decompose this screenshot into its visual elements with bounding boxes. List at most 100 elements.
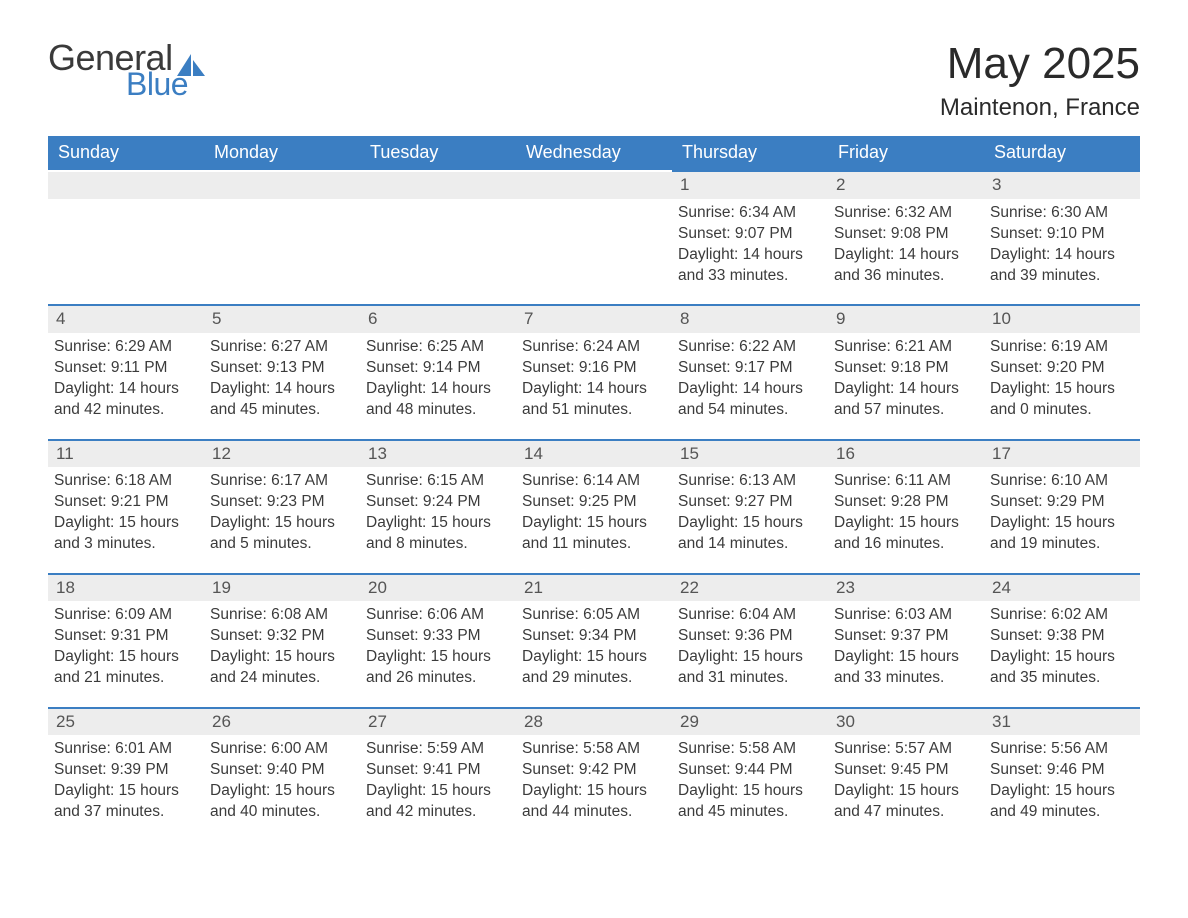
day-body: Sunrise: 6:24 AMSunset: 9:16 PMDaylight:… xyxy=(516,333,672,421)
day-number: 12 xyxy=(204,441,360,467)
page-title: May 2025 xyxy=(940,40,1140,88)
daylight-line-2: and 19 minutes. xyxy=(990,534,1134,555)
day-number: 29 xyxy=(672,709,828,735)
week-row: 1Sunrise: 6:34 AMSunset: 9:07 PMDaylight… xyxy=(48,170,1140,304)
day-body: Sunrise: 6:03 AMSunset: 9:37 PMDaylight:… xyxy=(828,601,984,689)
day-body: Sunrise: 6:19 AMSunset: 9:20 PMDaylight:… xyxy=(984,333,1140,421)
dow-saturday: Saturday xyxy=(984,136,1140,170)
day-number: 10 xyxy=(984,306,1140,332)
daylight-line-1: Daylight: 14 hours xyxy=(54,379,198,400)
day-number: 13 xyxy=(360,441,516,467)
sunset-line: Sunset: 9:24 PM xyxy=(366,492,510,513)
empty-daynum xyxy=(360,172,516,198)
day-cell: 30Sunrise: 5:57 AMSunset: 9:45 PMDayligh… xyxy=(828,707,984,841)
sunset-line: Sunset: 9:11 PM xyxy=(54,358,198,379)
day-cell: 12Sunrise: 6:17 AMSunset: 9:23 PMDayligh… xyxy=(204,439,360,573)
daylight-line-1: Daylight: 15 hours xyxy=(366,647,510,668)
day-cell: 7Sunrise: 6:24 AMSunset: 9:16 PMDaylight… xyxy=(516,304,672,438)
sunset-line: Sunset: 9:32 PM xyxy=(210,626,354,647)
dow-wednesday: Wednesday xyxy=(516,136,672,170)
daylight-line-1: Daylight: 15 hours xyxy=(54,781,198,802)
day-cell: 16Sunrise: 6:11 AMSunset: 9:28 PMDayligh… xyxy=(828,439,984,573)
sunset-line: Sunset: 9:14 PM xyxy=(366,358,510,379)
day-body: Sunrise: 6:32 AMSunset: 9:08 PMDaylight:… xyxy=(828,199,984,287)
day-number: 14 xyxy=(516,441,672,467)
sunset-line: Sunset: 9:08 PM xyxy=(834,224,978,245)
empty-cell xyxy=(48,170,204,304)
sunrise-line: Sunrise: 6:29 AM xyxy=(54,337,198,358)
day-cell: 27Sunrise: 5:59 AMSunset: 9:41 PMDayligh… xyxy=(360,707,516,841)
empty-daynum xyxy=(48,172,204,198)
sunrise-line: Sunrise: 6:25 AM xyxy=(366,337,510,358)
sunset-line: Sunset: 9:17 PM xyxy=(678,358,822,379)
dow-thursday: Thursday xyxy=(672,136,828,170)
daylight-line-1: Daylight: 15 hours xyxy=(54,647,198,668)
daylight-line-1: Daylight: 14 hours xyxy=(990,245,1134,266)
day-cell: 13Sunrise: 6:15 AMSunset: 9:24 PMDayligh… xyxy=(360,439,516,573)
daylight-line-2: and 35 minutes. xyxy=(990,668,1134,689)
daylight-line-2: and 42 minutes. xyxy=(366,802,510,823)
daylight-line-2: and 14 minutes. xyxy=(678,534,822,555)
day-body: Sunrise: 5:58 AMSunset: 9:44 PMDaylight:… xyxy=(672,735,828,823)
sunrise-line: Sunrise: 6:10 AM xyxy=(990,471,1134,492)
day-cell: 24Sunrise: 6:02 AMSunset: 9:38 PMDayligh… xyxy=(984,573,1140,707)
week-row: 11Sunrise: 6:18 AMSunset: 9:21 PMDayligh… xyxy=(48,439,1140,573)
day-body: Sunrise: 6:10 AMSunset: 9:29 PMDaylight:… xyxy=(984,467,1140,555)
location-label: Maintenon, France xyxy=(940,94,1140,122)
day-cell: 15Sunrise: 6:13 AMSunset: 9:27 PMDayligh… xyxy=(672,439,828,573)
sunrise-line: Sunrise: 5:57 AM xyxy=(834,739,978,760)
daylight-line-2: and 47 minutes. xyxy=(834,802,978,823)
dow-tuesday: Tuesday xyxy=(360,136,516,170)
daylight-line-2: and 5 minutes. xyxy=(210,534,354,555)
daylight-line-2: and 48 minutes. xyxy=(366,400,510,421)
day-body: Sunrise: 6:08 AMSunset: 9:32 PMDaylight:… xyxy=(204,601,360,689)
day-body: Sunrise: 6:06 AMSunset: 9:33 PMDaylight:… xyxy=(360,601,516,689)
daylight-line-2: and 37 minutes. xyxy=(54,802,198,823)
empty-cell xyxy=(360,170,516,304)
page: General Blue May 2025 Maintenon, France … xyxy=(0,0,1188,871)
day-number: 28 xyxy=(516,709,672,735)
sunset-line: Sunset: 9:25 PM xyxy=(522,492,666,513)
daylight-line-1: Daylight: 15 hours xyxy=(834,513,978,534)
sunrise-line: Sunrise: 6:19 AM xyxy=(990,337,1134,358)
day-body: Sunrise: 6:17 AMSunset: 9:23 PMDaylight:… xyxy=(204,467,360,555)
day-number: 19 xyxy=(204,575,360,601)
daylight-line-2: and 16 minutes. xyxy=(834,534,978,555)
daylight-line-2: and 39 minutes. xyxy=(990,266,1134,287)
title-block: May 2025 Maintenon, France xyxy=(940,40,1140,122)
daylight-line-2: and 3 minutes. xyxy=(54,534,198,555)
daylight-line-1: Daylight: 14 hours xyxy=(366,379,510,400)
sunset-line: Sunset: 9:23 PM xyxy=(210,492,354,513)
daylight-line-1: Daylight: 15 hours xyxy=(210,781,354,802)
daylight-line-2: and 8 minutes. xyxy=(366,534,510,555)
day-body: Sunrise: 6:29 AMSunset: 9:11 PMDaylight:… xyxy=(48,333,204,421)
day-number: 7 xyxy=(516,306,672,332)
day-number: 24 xyxy=(984,575,1140,601)
daylight-line-1: Daylight: 14 hours xyxy=(834,245,978,266)
day-number: 3 xyxy=(984,172,1140,198)
empty-daynum xyxy=(204,172,360,198)
daylight-line-2: and 21 minutes. xyxy=(54,668,198,689)
day-cell: 25Sunrise: 6:01 AMSunset: 9:39 PMDayligh… xyxy=(48,707,204,841)
daylight-line-1: Daylight: 15 hours xyxy=(990,513,1134,534)
sunrise-line: Sunrise: 6:06 AM xyxy=(366,605,510,626)
sunset-line: Sunset: 9:18 PM xyxy=(834,358,978,379)
day-cell: 21Sunrise: 6:05 AMSunset: 9:34 PMDayligh… xyxy=(516,573,672,707)
day-number: 8 xyxy=(672,306,828,332)
daylight-line-1: Daylight: 15 hours xyxy=(834,647,978,668)
sunset-line: Sunset: 9:27 PM xyxy=(678,492,822,513)
sunrise-line: Sunrise: 6:17 AM xyxy=(210,471,354,492)
daylight-line-1: Daylight: 15 hours xyxy=(210,513,354,534)
week-row: 4Sunrise: 6:29 AMSunset: 9:11 PMDaylight… xyxy=(48,304,1140,438)
sunset-line: Sunset: 9:20 PM xyxy=(990,358,1134,379)
day-cell: 1Sunrise: 6:34 AMSunset: 9:07 PMDaylight… xyxy=(672,170,828,304)
day-number: 31 xyxy=(984,709,1140,735)
sunrise-line: Sunrise: 6:05 AM xyxy=(522,605,666,626)
sunrise-line: Sunrise: 6:30 AM xyxy=(990,203,1134,224)
sunrise-line: Sunrise: 6:11 AM xyxy=(834,471,978,492)
day-cell: 23Sunrise: 6:03 AMSunset: 9:37 PMDayligh… xyxy=(828,573,984,707)
day-cell: 22Sunrise: 6:04 AMSunset: 9:36 PMDayligh… xyxy=(672,573,828,707)
daylight-line-1: Daylight: 14 hours xyxy=(678,379,822,400)
sunrise-line: Sunrise: 6:32 AM xyxy=(834,203,978,224)
sunset-line: Sunset: 9:37 PM xyxy=(834,626,978,647)
